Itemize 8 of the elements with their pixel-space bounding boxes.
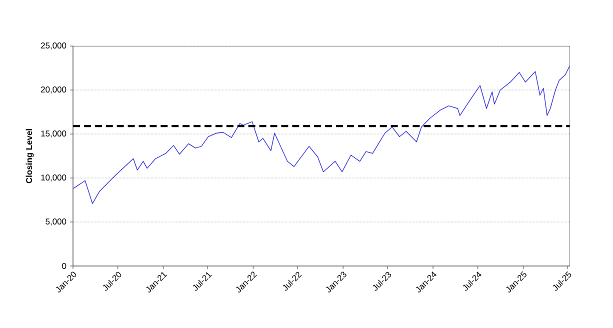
y-tick-label: 0 [62,263,66,269]
y-tick-label: 10,000 [41,174,66,182]
y-axis-title: Closing Level [26,129,34,184]
y-tick-label: 20,000 [41,86,66,94]
line-series [73,66,570,204]
y-tick-label: 15,000 [41,130,66,138]
y-tick-label: 5,000 [46,218,66,226]
y-tick-label: 25,000 [41,42,66,50]
